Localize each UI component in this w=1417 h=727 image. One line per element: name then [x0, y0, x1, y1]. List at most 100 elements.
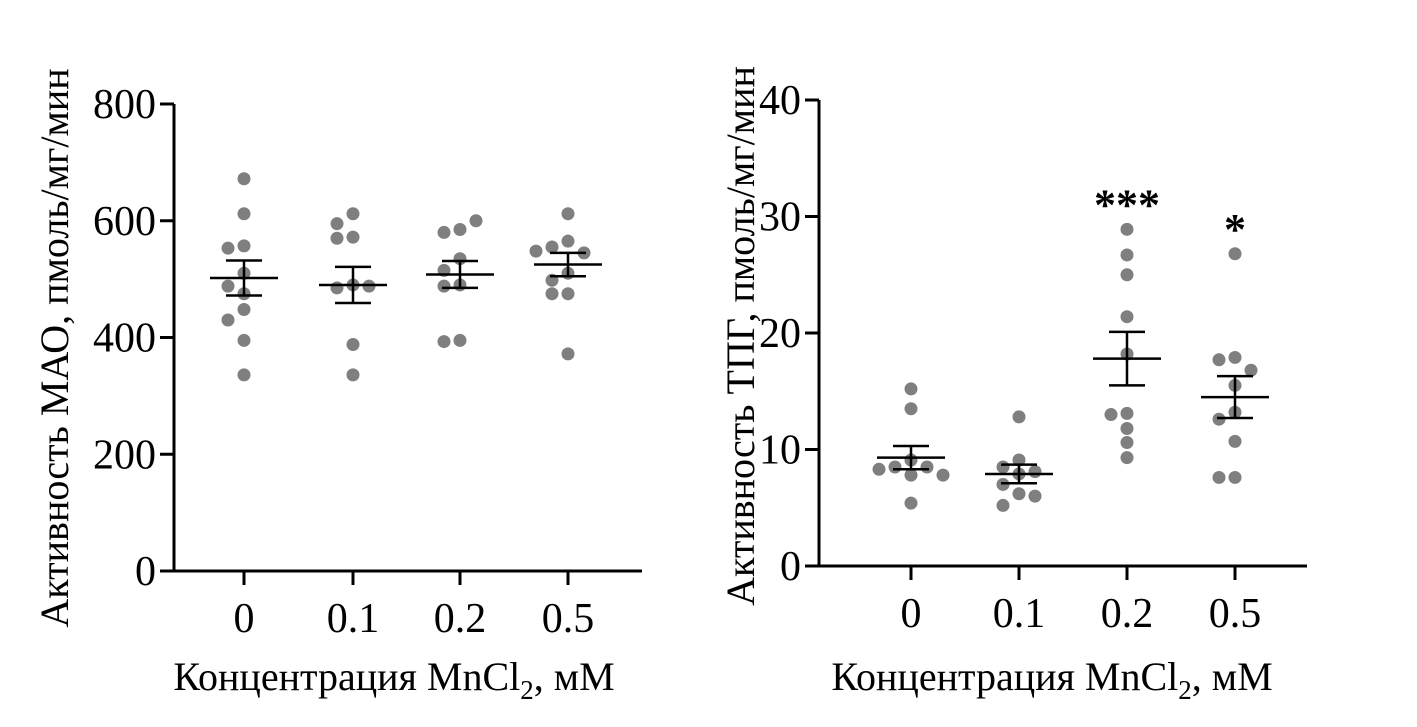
mao-x-tick-label-0.1: 0.1 — [327, 596, 380, 642]
tph-significance-label: *** — [1094, 180, 1160, 229]
mao-y-tick-label-600: 600 — [93, 199, 156, 245]
tph-y-axis-title: Активность ТПГ, пмоль/мг/мин — [718, 66, 763, 606]
tph-data-point — [1012, 453, 1026, 467]
tph-data-point — [996, 460, 1010, 474]
tph-data-point — [1028, 489, 1042, 503]
mao-data-point — [561, 234, 575, 248]
mao-axes — [160, 102, 642, 585]
mao-activity-chart: 0 200 400 600 800 0 0.1 0.2 0.5 Активность МАО,… — [32, 68, 642, 705]
mao-data-point — [346, 368, 360, 382]
tph-data-point — [1228, 470, 1242, 484]
mao-data-point — [237, 239, 251, 253]
tph-data-point — [904, 496, 918, 510]
tph-data-point — [1120, 248, 1134, 262]
tph-data-point — [1120, 268, 1134, 282]
tph-data-point — [1228, 434, 1242, 448]
mao-x-axis-title: Концентрация MnCl2, мМ — [173, 654, 614, 705]
mao-data-point — [237, 368, 251, 382]
mao-data-point — [330, 231, 344, 245]
mao-x-axis-title-main: Концентрация MnCl — [173, 654, 520, 699]
tph-x-tick-labels: 0 0.1 0.2 0.5 — [901, 591, 1262, 637]
mao-data-point — [437, 335, 451, 349]
mao-data-point — [545, 287, 559, 301]
tph-significance-labels: *** * — [1094, 180, 1246, 253]
mao-data-point — [529, 244, 543, 258]
mao-y-tick-label-200: 200 — [93, 432, 156, 478]
tph-data-point — [1012, 487, 1026, 501]
mao-data-point — [561, 347, 575, 361]
mao-data-point — [221, 313, 235, 327]
mao-x-tick-label-0.5: 0.5 — [542, 596, 595, 642]
tph-data-point — [1212, 470, 1226, 484]
tph-data-points — [872, 222, 1258, 512]
tph-x-tick-label-0: 0 — [901, 591, 922, 637]
tph-data-point — [1028, 465, 1042, 479]
tph-x-axis-title: Концентрация MnCl2, мМ — [831, 654, 1272, 705]
tph-x-axis-title-subscript: 2 — [1178, 675, 1192, 705]
tph-data-point — [1120, 436, 1134, 450]
mao-y-tick-labels: 0 200 400 600 800 — [93, 82, 156, 595]
tph-y-tick-label-40: 40 — [759, 78, 801, 124]
mao-data-points — [221, 172, 591, 382]
tph-y-tick-label-0: 0 — [780, 544, 801, 590]
tph-data-point — [1120, 310, 1134, 324]
tph-data-point — [1120, 406, 1134, 420]
mao-y-tick-label-400: 400 — [93, 316, 156, 362]
tph-data-point — [904, 468, 918, 482]
mao-data-point — [237, 207, 251, 221]
mao-y-axis-title: Активность МАО, пмоль/мг/мин — [32, 68, 77, 627]
mao-data-point — [237, 172, 251, 186]
mao-data-point — [561, 287, 575, 301]
mao-y-tick-label-0: 0 — [135, 549, 156, 595]
tph-data-point — [1120, 222, 1134, 236]
mao-data-point — [437, 279, 451, 293]
tph-x-axis-title-main: Концентрация MnCl — [831, 654, 1178, 699]
tph-data-point — [904, 382, 918, 396]
tph-data-point — [936, 468, 950, 482]
tph-data-point — [1244, 363, 1258, 377]
tph-data-point — [1228, 350, 1242, 364]
mao-data-point — [453, 223, 467, 237]
mao-data-point — [237, 302, 251, 316]
tph-significance-label: * — [1224, 205, 1246, 254]
tph-axes — [805, 98, 1307, 580]
mao-data-point — [469, 214, 483, 228]
tph-data-point — [920, 460, 934, 474]
tph-data-point — [1228, 247, 1242, 261]
mao-x-tick-label-0.2: 0.2 — [434, 596, 487, 642]
tph-data-point — [904, 402, 918, 416]
tph-data-point — [1104, 408, 1118, 422]
tph-y-tick-label-30: 30 — [759, 195, 801, 241]
mao-x-tick-labels: 0 0.1 0.2 0.5 — [234, 596, 595, 642]
tph-y-tick-labels: 0 10 20 30 40 — [759, 78, 801, 590]
mao-data-point — [221, 241, 235, 255]
mao-data-point — [346, 338, 360, 352]
tph-mean-sem-bars — [877, 330, 1269, 485]
mao-data-point — [330, 281, 344, 295]
mao-y-tick-label-800: 800 — [93, 82, 156, 128]
mao-x-axis-title-unit: , мМ — [534, 654, 615, 699]
tph-data-point — [996, 498, 1010, 512]
tph-data-point — [1212, 353, 1226, 367]
mao-mean-sem-bars — [210, 251, 602, 305]
tph-data-point — [872, 462, 886, 476]
tph-x-axis-title-unit: , мМ — [1192, 654, 1273, 699]
tph-x-tick-label-0.1: 0.1 — [993, 591, 1046, 637]
mao-data-point — [545, 240, 559, 254]
tph-y-tick-label-20: 20 — [759, 311, 801, 357]
tph-data-point — [1120, 422, 1134, 436]
mao-data-point — [346, 230, 360, 244]
tph-data-point — [888, 460, 902, 474]
mao-data-point — [437, 225, 451, 239]
mao-x-axis-title-subscript: 2 — [520, 675, 534, 705]
mao-x-tick-label-0: 0 — [234, 596, 255, 642]
tph-y-tick-label-10: 10 — [759, 428, 801, 474]
tph-x-tick-label-0.2: 0.2 — [1101, 591, 1154, 637]
mao-data-point — [221, 279, 235, 293]
tph-data-point — [1120, 451, 1134, 465]
mao-data-point — [453, 333, 467, 347]
tph-data-point — [1012, 410, 1026, 424]
mao-data-point — [346, 207, 360, 221]
